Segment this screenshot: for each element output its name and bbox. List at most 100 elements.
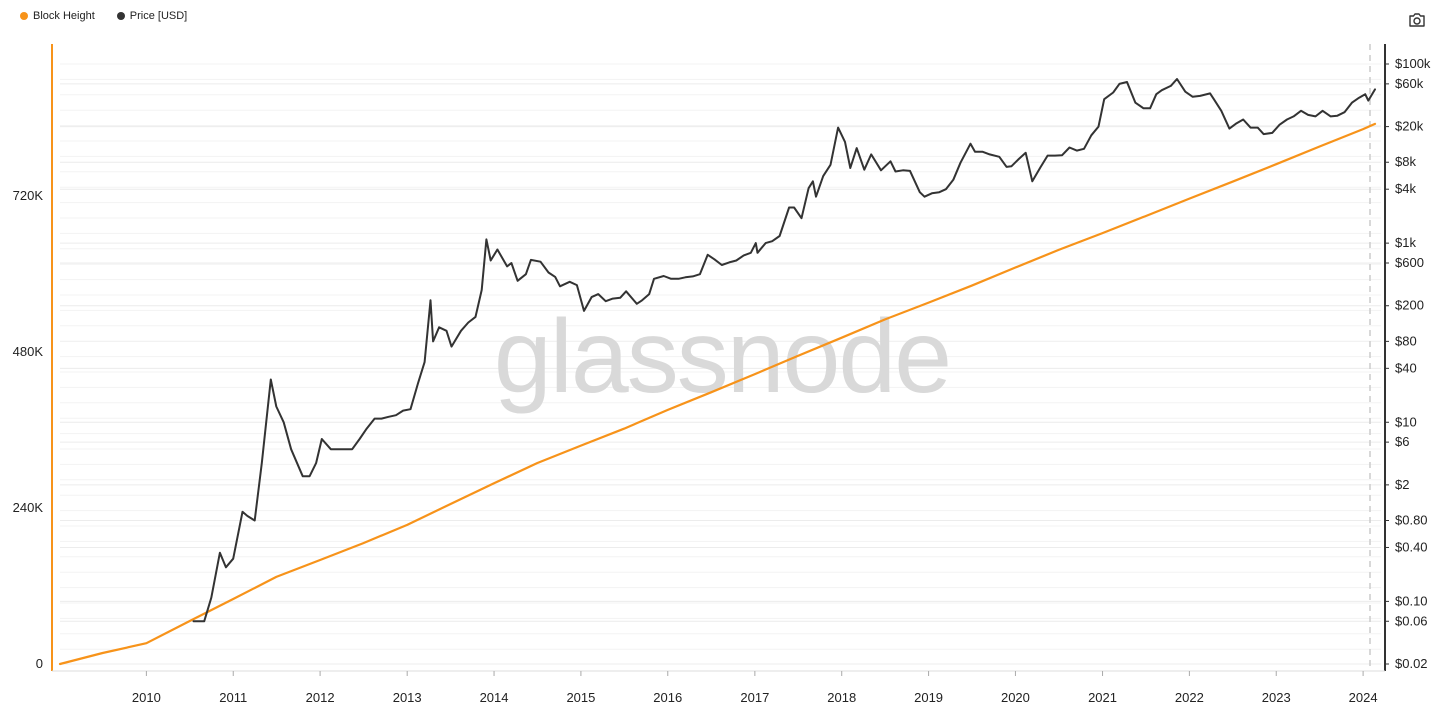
x-tick-label-2023: 2023 — [1262, 690, 1291, 705]
data-point-price-129 — [1104, 99, 1105, 100]
data-point-price-125 — [1076, 150, 1077, 151]
data-point-price-141 — [1192, 96, 1193, 97]
data-point-price-93 — [844, 141, 845, 142]
y-left-tick-label-1: 240K — [13, 500, 44, 515]
data-point-price-157 — [1308, 114, 1309, 115]
data-point-price-124 — [1069, 147, 1070, 148]
legend-dot-price-icon — [116, 12, 125, 20]
data-point-block-height-20 — [928, 302, 929, 303]
data-point-price-17 — [321, 438, 322, 439]
series-line-price — [192, 78, 1376, 623]
data-point-price-21 — [352, 449, 353, 450]
data-point-price-3 — [219, 552, 220, 553]
data-point-price-11 — [276, 406, 277, 407]
data-point-price-97 — [871, 154, 872, 155]
data-point-block-height-24 — [1102, 233, 1103, 234]
legend-item-block-height[interactable]: Block Height — [20, 10, 95, 22]
y-right-tick-label-15: $20k — [1395, 119, 1424, 134]
data-point-price-76 — [736, 260, 737, 261]
x-tick-label-2021: 2021 — [1088, 690, 1117, 705]
x-tick-label-2024: 2024 — [1349, 690, 1378, 705]
data-point-price-79 — [755, 243, 756, 244]
data-point-price-144 — [1214, 99, 1215, 100]
data-point-price-159 — [1322, 110, 1323, 111]
data-point-price-19 — [337, 449, 338, 450]
data-point-block-height-27 — [1232, 181, 1233, 182]
data-point-price-20 — [345, 449, 346, 450]
data-point-price-99 — [890, 161, 891, 162]
data-point-block-height-30 — [1363, 129, 1364, 130]
data-point-price-39 — [475, 316, 476, 317]
series-line-block-height — [58, 122, 1377, 666]
data-point-price-65 — [653, 278, 654, 279]
data-point-price-22 — [359, 438, 360, 439]
data-point-price-151 — [1263, 134, 1264, 135]
y-right-tick-label-17: $100k — [1395, 56, 1431, 71]
axes — [51, 44, 1386, 672]
data-point-price-6 — [242, 511, 243, 512]
data-point-price-81 — [765, 243, 766, 244]
data-point-block-height-26 — [1189, 198, 1190, 199]
data-point-price-45 — [511, 262, 512, 263]
data-point-price-4 — [225, 567, 226, 568]
y-left-tick-label-2: 480K — [13, 344, 44, 359]
y-right-tick-label-12: $1k — [1395, 235, 1416, 250]
data-point-price-9 — [261, 463, 262, 464]
data-point-price-91 — [830, 164, 831, 165]
data-point-price-31 — [424, 362, 425, 363]
data-point-price-155 — [1293, 116, 1294, 117]
data-point-price-1 — [204, 621, 205, 622]
data-point-price-131 — [1119, 83, 1120, 84]
data-point-block-height-28 — [1276, 164, 1277, 165]
x-tick-label-2015: 2015 — [566, 690, 595, 705]
data-point-price-50 — [548, 272, 549, 273]
data-point-price-120 — [1040, 167, 1041, 168]
data-point-price-114 — [999, 156, 1000, 157]
data-point-price-163 — [1351, 102, 1352, 103]
data-point-price-51 — [555, 276, 556, 277]
data-point-price-74 — [721, 264, 722, 265]
x-tick-label-2014: 2014 — [480, 690, 509, 705]
y-right-tick-label-13: $4k — [1395, 181, 1416, 196]
data-point-price-43 — [497, 249, 498, 250]
y-right-tick-label-0: $0.02 — [1395, 656, 1428, 671]
legend-item-price[interactable]: Price [USD] — [116, 10, 187, 22]
data-point-block-height-2 — [146, 643, 147, 644]
data-point-price-108 — [953, 179, 954, 180]
data-point-price-24 — [374, 418, 375, 419]
data-point-price-96 — [864, 169, 865, 170]
data-point-price-86 — [801, 218, 802, 219]
data-point-price-106 — [939, 192, 940, 193]
data-point-price-94 — [850, 167, 851, 168]
data-point-price-73 — [714, 259, 715, 260]
data-point-price-33 — [433, 341, 434, 342]
data-point-price-153 — [1279, 124, 1280, 125]
data-point-price-122 — [1054, 155, 1055, 156]
data-point-price-158 — [1315, 116, 1316, 117]
camera-icon[interactable] — [1408, 12, 1426, 28]
data-point-block-height-14 — [667, 409, 668, 410]
data-point-price-49 — [540, 261, 541, 262]
data-point-price-152 — [1272, 132, 1273, 133]
y-right-tick-label-11: $600 — [1395, 255, 1424, 270]
data-point-price-135 — [1150, 108, 1151, 109]
data-point-price-92 — [838, 127, 839, 128]
y-right-tick-label-2: $0.10 — [1395, 593, 1428, 608]
data-point-block-height-10 — [493, 483, 494, 484]
data-point-price-137 — [1161, 90, 1162, 91]
data-point-block-height-1 — [102, 652, 103, 653]
data-point-price-115 — [1006, 166, 1007, 167]
data-point-block-height-16 — [754, 374, 755, 375]
data-point-block-height-7 — [363, 543, 364, 544]
y-right-tick-label-4: $0.80 — [1395, 513, 1428, 528]
data-point-price-138 — [1170, 85, 1171, 86]
data-point-price-118 — [1025, 152, 1026, 153]
data-point-price-80 — [757, 252, 758, 253]
y-right-tick-label-1: $0.06 — [1395, 613, 1428, 628]
data-point-price-150 — [1257, 127, 1258, 128]
data-point-price-104 — [924, 196, 925, 197]
data-point-price-145 — [1221, 110, 1222, 111]
data-point-price-44 — [507, 266, 508, 267]
data-point-price-68 — [678, 278, 679, 279]
data-point-price-95 — [856, 148, 857, 149]
